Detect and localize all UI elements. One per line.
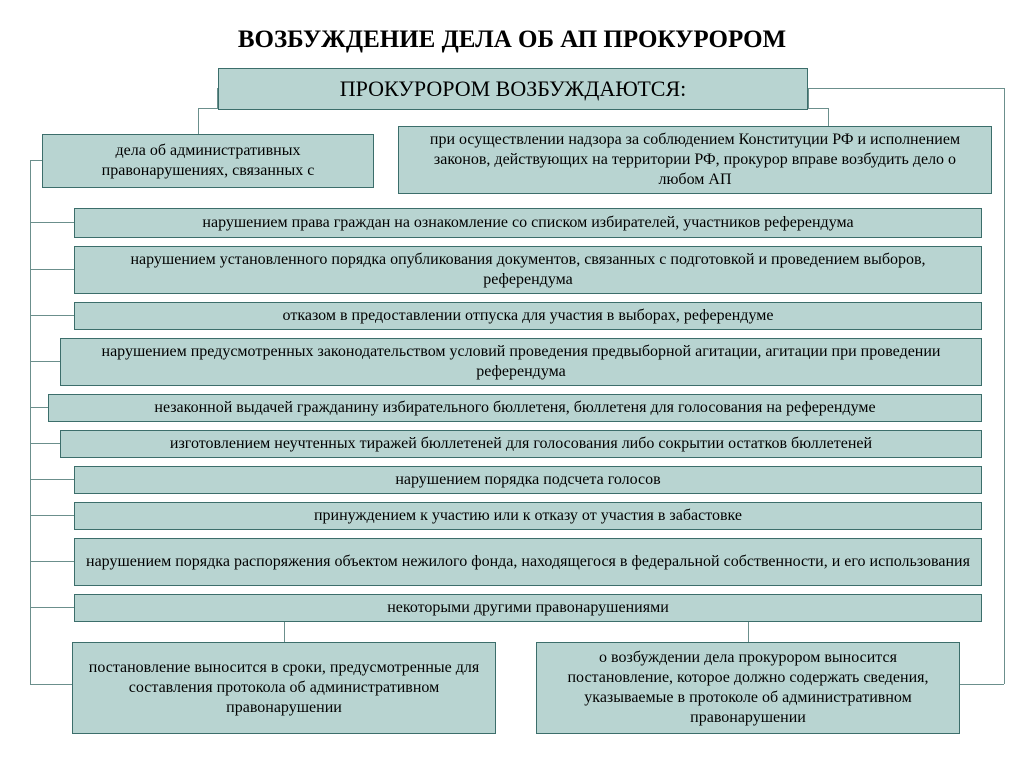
connector bbox=[198, 108, 218, 109]
connector bbox=[284, 622, 285, 642]
item-7-text: нарушением порядка подсчета голосов bbox=[395, 470, 660, 490]
branch-right: при осуществлении надзора за соблюдением… bbox=[398, 126, 992, 194]
connector-spine bbox=[30, 160, 31, 684]
item-8: принуждением к участию или к отказу от у… bbox=[74, 502, 982, 530]
item-6-text: изготовлением неучтенных тиражей бюллете… bbox=[170, 434, 872, 454]
diagram-title: ВОЗБУЖДЕНИЕ ДЕЛА ОБ АП ПРОКУРОРОМ bbox=[0, 0, 1024, 64]
connector-right bbox=[1004, 88, 1005, 684]
item-4-text: нарушением предусмотренных законодательс… bbox=[71, 342, 971, 382]
stub bbox=[30, 269, 74, 270]
item-5: незаконной выдачей гражданину избиратель… bbox=[48, 394, 982, 422]
branch-left: дела об административных правонарушениях… bbox=[42, 134, 374, 188]
item-7: нарушением порядка подсчета голосов bbox=[74, 466, 982, 494]
item-9-text: нарушением порядка распоряжения объектом… bbox=[86, 552, 970, 572]
connector bbox=[748, 622, 749, 642]
stub bbox=[30, 443, 60, 444]
header-text: ПРОКУРОРОМ ВОЗБУЖДАЮТСЯ: bbox=[340, 75, 687, 103]
branch-left-text: дела об административных правонарушениях… bbox=[53, 141, 363, 181]
item-10-text: некоторыми другими правонарушениями bbox=[387, 598, 669, 618]
connector-right bbox=[960, 684, 1004, 685]
item-3-text: отказом в предоставлении отпуска для уча… bbox=[283, 306, 774, 326]
connector bbox=[217, 88, 218, 108]
item-2-text: нарушением установленного порядка опубли… bbox=[85, 250, 971, 290]
item-8-text: принуждением к участию или к отказу от у… bbox=[314, 506, 742, 526]
stub bbox=[30, 407, 48, 408]
item-10: некоторыми другими правонарушениями bbox=[74, 594, 982, 622]
branch-right-text: при осуществлении надзора за соблюдением… bbox=[409, 130, 981, 190]
item-4: нарушением предусмотренных законодательс… bbox=[60, 338, 982, 386]
item-1: нарушением права граждан на ознакомление… bbox=[74, 208, 982, 238]
stub bbox=[30, 361, 60, 362]
header-box: ПРОКУРОРОМ ВОЗБУЖДАЮТСЯ: bbox=[218, 68, 808, 110]
connector bbox=[808, 88, 809, 108]
connector-right bbox=[808, 88, 1004, 89]
bottom-right: о возбуждении дела прокурором выносится … bbox=[536, 642, 960, 734]
stub bbox=[30, 479, 74, 480]
stub bbox=[30, 515, 74, 516]
item-1-text: нарушением права граждан на ознакомление… bbox=[202, 213, 853, 233]
item-3: отказом в предоставлении отпуска для уча… bbox=[74, 302, 982, 330]
stub bbox=[30, 315, 74, 316]
bottom-right-text: о возбуждении дела прокурором выносится … bbox=[547, 648, 949, 728]
stub bbox=[30, 684, 72, 685]
stub bbox=[30, 561, 74, 562]
bottom-left-text: постановление выносится в сроки, предусм… bbox=[83, 658, 485, 718]
connector bbox=[808, 108, 828, 109]
item-6: изготовлением неучтенных тиражей бюллете… bbox=[60, 430, 982, 458]
bottom-left: постановление выносится в сроки, предусм… bbox=[72, 642, 496, 734]
connector-spine bbox=[30, 160, 42, 161]
stub bbox=[30, 222, 74, 223]
item-9: нарушением порядка распоряжения объектом… bbox=[74, 538, 982, 586]
connector bbox=[198, 108, 199, 134]
stub bbox=[30, 607, 74, 608]
item-5-text: незаконной выдачей гражданину избиратель… bbox=[154, 398, 875, 418]
item-2: нарушением установленного порядка опубли… bbox=[74, 246, 982, 294]
connector bbox=[828, 108, 829, 126]
